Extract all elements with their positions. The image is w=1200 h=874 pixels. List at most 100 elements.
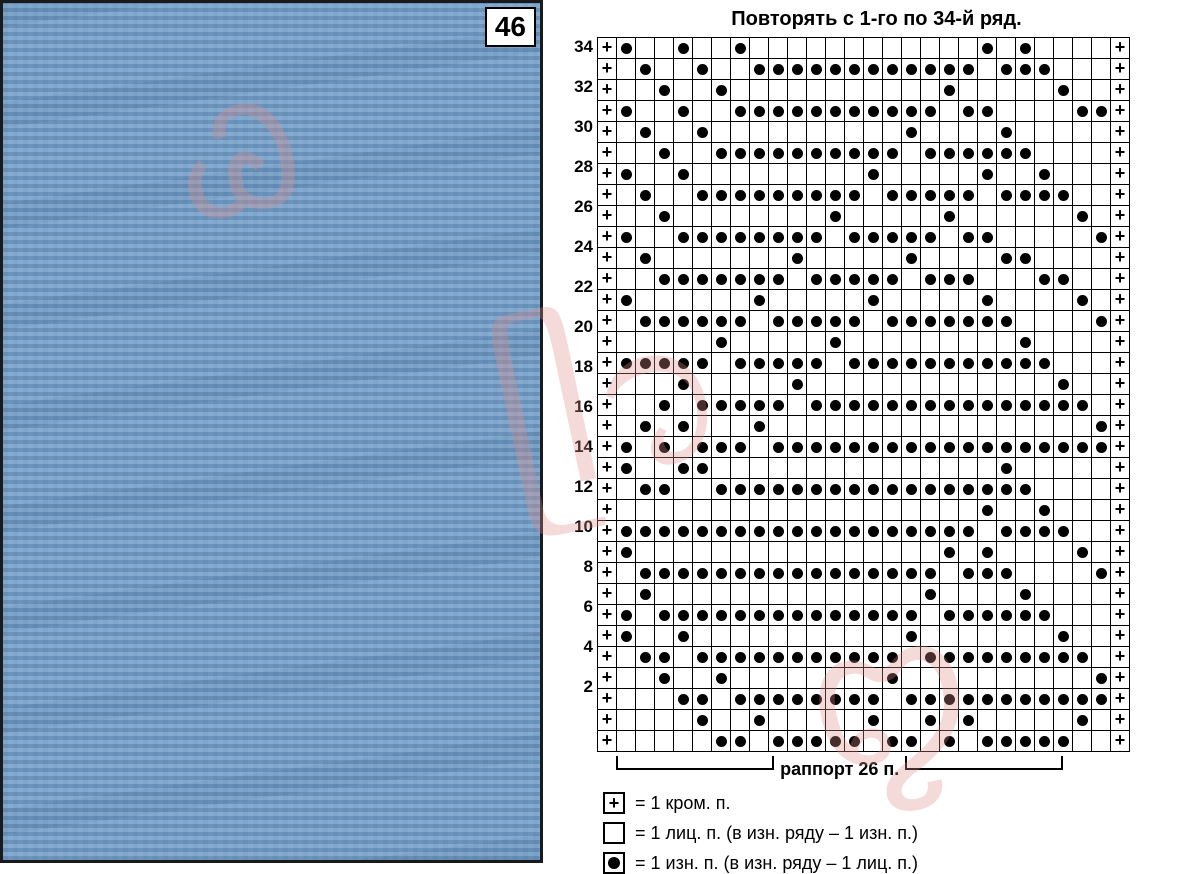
chart-cell xyxy=(655,227,674,248)
chart-cell xyxy=(712,689,731,710)
chart-cell xyxy=(769,227,788,248)
chart-cell xyxy=(712,227,731,248)
chart-cell xyxy=(940,59,959,80)
chart-cell xyxy=(959,668,978,689)
chart-cell xyxy=(655,206,674,227)
chart-cell xyxy=(959,374,978,395)
chart-cell xyxy=(921,353,940,374)
chart-cell xyxy=(617,101,636,122)
chart-cell xyxy=(674,227,693,248)
chart-cell xyxy=(1035,311,1054,332)
row-label: 26 xyxy=(563,197,593,217)
chart-cell xyxy=(864,332,883,353)
chart-cell xyxy=(1016,500,1035,521)
chart-cell xyxy=(921,542,940,563)
chart-cell xyxy=(1111,479,1130,500)
chart-cell xyxy=(693,80,712,101)
chart-cell xyxy=(940,689,959,710)
chart-cell xyxy=(598,290,617,311)
chart-cell xyxy=(750,458,769,479)
chart-cell xyxy=(1073,59,1092,80)
chart-cell xyxy=(826,605,845,626)
chart-cell xyxy=(1073,584,1092,605)
chart-cell xyxy=(940,437,959,458)
chart-cell xyxy=(1092,374,1111,395)
chart-cell xyxy=(1073,563,1092,584)
chart-cell xyxy=(769,248,788,269)
chart-cell xyxy=(1054,59,1073,80)
chart-cell xyxy=(997,185,1016,206)
chart-cell xyxy=(750,584,769,605)
chart-cell xyxy=(769,143,788,164)
chart-cell xyxy=(978,122,997,143)
chart-cell xyxy=(883,269,902,290)
chart-cell xyxy=(826,563,845,584)
row-label: 34 xyxy=(563,37,593,57)
chart-cell xyxy=(1035,164,1054,185)
chart-cell xyxy=(693,647,712,668)
chart-cell xyxy=(1016,710,1035,731)
chart-cell xyxy=(693,563,712,584)
row-label: 10 xyxy=(563,517,593,537)
chart-cell xyxy=(902,80,921,101)
chart-cell xyxy=(636,668,655,689)
chart-cell xyxy=(1035,101,1054,122)
chart-cell xyxy=(712,437,731,458)
row-labels-left: 343230282624222018161412108642 xyxy=(563,37,597,717)
chart-cell xyxy=(940,353,959,374)
chart-cell xyxy=(693,122,712,143)
chart-cell xyxy=(978,227,997,248)
chart-cell xyxy=(1054,164,1073,185)
chart-cell xyxy=(864,626,883,647)
chart-cell xyxy=(940,416,959,437)
chart-cell xyxy=(940,710,959,731)
chart-cell xyxy=(636,227,655,248)
chart-cell xyxy=(617,353,636,374)
chart-cell xyxy=(617,143,636,164)
chart-cell xyxy=(1092,710,1111,731)
chart-cell xyxy=(997,101,1016,122)
chart-cell xyxy=(845,374,864,395)
chart-cell xyxy=(1111,500,1130,521)
chart-cell xyxy=(636,416,655,437)
chart-cell xyxy=(655,584,674,605)
chart-cell xyxy=(845,269,864,290)
chart-cell xyxy=(1035,458,1054,479)
chart-cell xyxy=(845,164,864,185)
chart-cell xyxy=(693,689,712,710)
chart-cell xyxy=(750,185,769,206)
chart-cell xyxy=(959,206,978,227)
chart-cell xyxy=(978,353,997,374)
sample-photo-panel: 46 Ꮚ xyxy=(0,0,543,863)
chart-cell xyxy=(1054,647,1073,668)
chart-cell xyxy=(1016,689,1035,710)
chart-cell xyxy=(807,332,826,353)
chart-cell xyxy=(883,353,902,374)
chart-cell xyxy=(940,311,959,332)
chart-cell xyxy=(674,80,693,101)
chart-cell xyxy=(959,500,978,521)
chart-cell xyxy=(845,668,864,689)
chart-cell xyxy=(1092,689,1111,710)
chart-cell xyxy=(1073,353,1092,374)
chart-cell xyxy=(750,563,769,584)
chart-cell xyxy=(1073,101,1092,122)
chart-cell xyxy=(712,731,731,752)
chart-cell xyxy=(921,416,940,437)
chart-cell xyxy=(769,689,788,710)
chart-cell xyxy=(674,374,693,395)
chart-cell xyxy=(807,668,826,689)
chart-cell xyxy=(959,710,978,731)
chart-cell xyxy=(1035,605,1054,626)
chart-cell xyxy=(807,374,826,395)
chart-cell xyxy=(750,605,769,626)
chart-cell xyxy=(693,290,712,311)
chart-cell xyxy=(655,311,674,332)
chart-cell xyxy=(731,311,750,332)
chart-cell xyxy=(731,143,750,164)
chart-cell xyxy=(750,416,769,437)
chart-cell xyxy=(750,647,769,668)
chart-cell xyxy=(1054,584,1073,605)
chart-cell xyxy=(636,437,655,458)
chart-cell xyxy=(978,626,997,647)
